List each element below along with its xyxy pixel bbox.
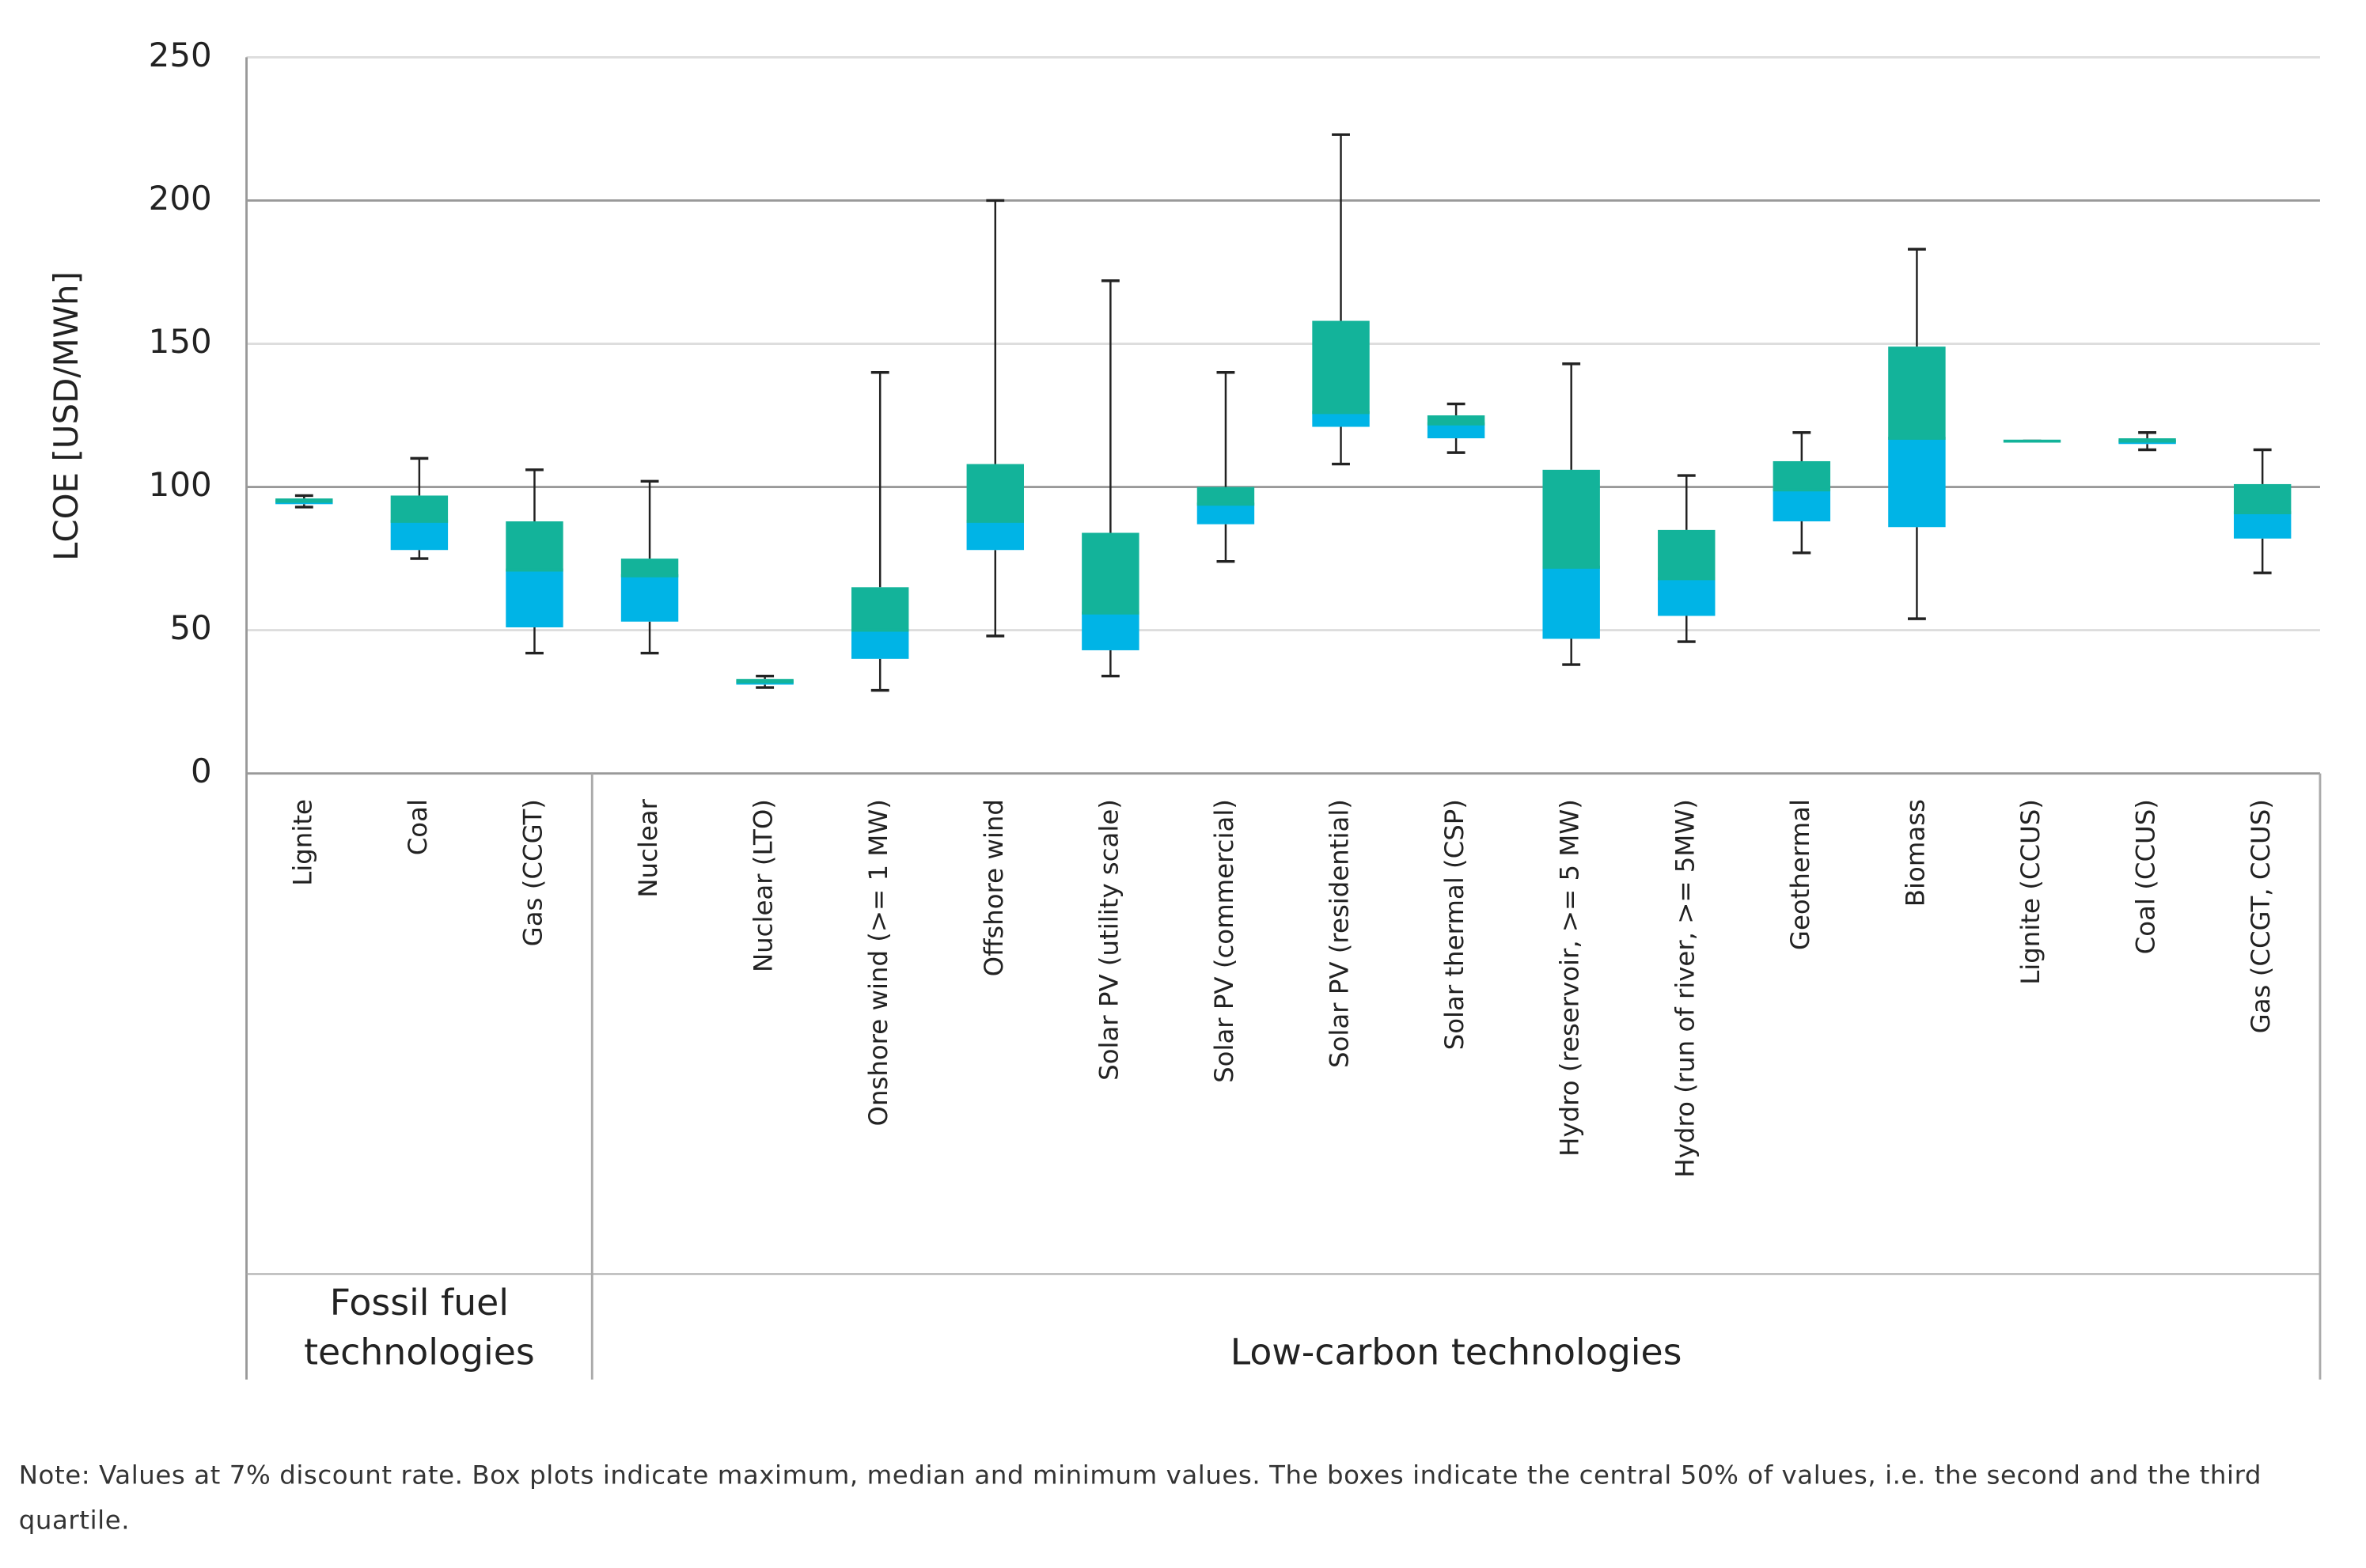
box-upper [1196,487,1255,505]
box-lower [851,630,909,659]
box-upper [1427,415,1485,424]
box-upper [506,521,563,570]
group-label: Low-carbon technologies [1230,1331,1682,1374]
note-box: Note: Values at 7% discount rate. Box pl… [18,1460,2262,1536]
box-lower [390,521,449,551]
box-upper [1658,529,1716,579]
box-lower [1082,612,1139,650]
y-tick-label: 0 [191,752,212,790]
y-tick-label: 100 [149,465,212,504]
box-lower [1196,504,1255,525]
y-tick-label: 50 [169,608,211,647]
box-lower [1312,412,1370,427]
group-label-box: Low-carbon technologies [1230,1331,1682,1374]
box-upper [851,587,909,631]
box-lower [1658,578,1716,616]
box-upper [1082,532,1139,613]
x-tick-label: Gas (CCGT) [518,799,548,946]
x-tick-label: Lignite (CCUS) [2015,799,2046,985]
x-tick-label: Hydro (run of river, >= 5MW) [1670,799,1700,1178]
box-upper [1773,460,1831,490]
box-upper [1542,469,1600,567]
x-tick-label: Coal (CCUS) [2131,799,2161,954]
box-upper [1888,347,1946,439]
box-lower [1427,423,1485,439]
box-upper [966,464,1024,522]
x-tick-label: Solar PV (commercial) [1209,799,1239,1083]
box-lower [1773,490,1831,522]
x-tick-label: Coal [403,799,433,855]
x-tick-label: Solar PV (residential) [1325,799,1355,1068]
group-label: Fossil fuel technologies [304,1281,535,1374]
box-lower [2233,513,2292,539]
x-tick-label: Nuclear (LTO) [749,799,779,972]
x-tick-label: Biomass [1900,799,1930,907]
y-tick-label: 150 [149,322,212,361]
box-lower [1888,438,1946,528]
box-upper [1312,320,1370,413]
y-tick-label: 200 [149,179,212,218]
y-tick-label: 250 [149,36,212,74]
x-tick-label: Geothermal [1785,799,1815,950]
box-upper [2233,483,2292,513]
box-upper [620,559,679,576]
x-tick-label: Solar PV (utility scale) [1094,799,1124,1081]
box-lower [1542,566,1600,639]
x-tick-label: Nuclear [633,798,663,897]
x-tick-label: Lignite [287,799,317,886]
x-tick-label: Hydro (reservoir, >= 5 MW) [1555,799,1585,1157]
x-tick-label: Solar thermal (CSP) [1439,799,1469,1050]
box-lower [966,521,1024,551]
box-upper [390,495,449,522]
box-lower [506,570,563,627]
note: Note: Values at 7% discount rate. Box pl… [18,1460,2262,1536]
x-tick-label: Gas (CCGT, CCUS) [2246,799,2276,1033]
x-tick-label: Onshore wind (>= 1 MW) [863,799,893,1126]
box-lower [620,575,679,622]
y-axis-label: LCOE [USD/MWh] [47,271,85,561]
group-label-box: Fossil fuel technologies [304,1281,535,1374]
x-tick-label: Offshore wind [979,799,1009,976]
